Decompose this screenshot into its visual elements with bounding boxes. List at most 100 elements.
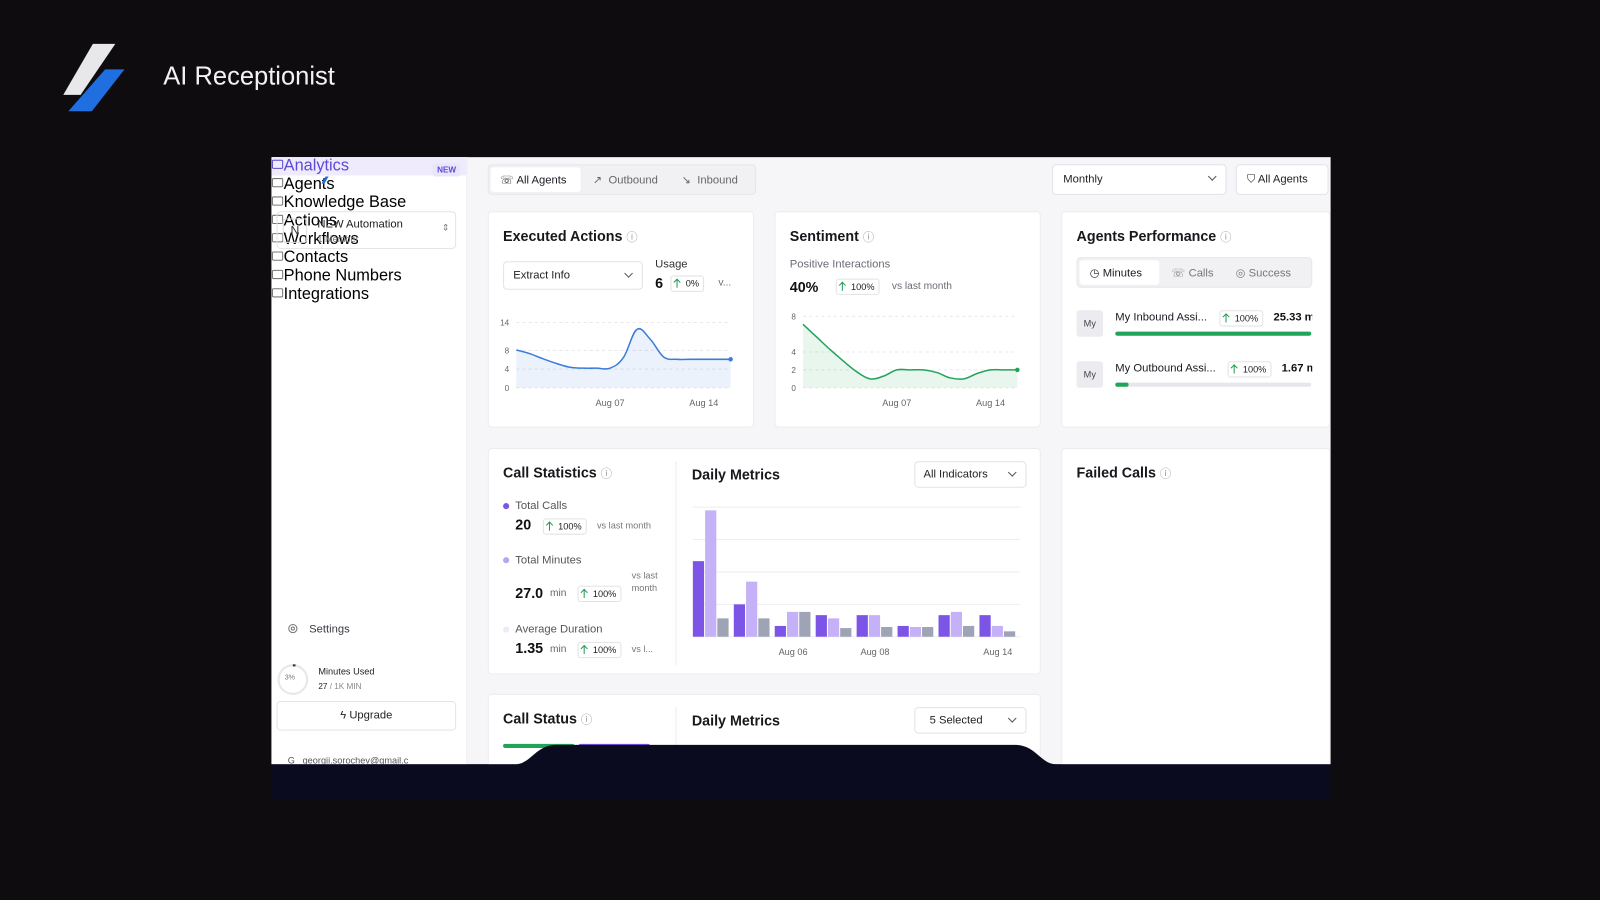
change-badge: 100% [577, 641, 622, 659]
bar [692, 561, 705, 637]
bar [786, 611, 799, 637]
title: Agents Performance [1076, 227, 1217, 244]
app-title: AI Receptionist [163, 62, 335, 91]
x-tick-label: Aug 14 [689, 398, 718, 408]
status-bar [503, 743, 575, 748]
nav-item[interactable]: Agents [271, 176, 466, 194]
divider [675, 461, 677, 666]
nav-item[interactable]: Contacts NEW [271, 163, 466, 267]
tab-label: Inbound [697, 174, 738, 187]
select: 5 Selected [929, 714, 983, 727]
tab[interactable]: ↗ Outbound [592, 174, 658, 187]
x-tick-label: Aug 14 [976, 398, 1005, 408]
compare: v... [718, 277, 732, 289]
usage-ring [277, 664, 309, 695]
tab[interactable]: ◎ Success [1235, 267, 1292, 280]
bar [881, 627, 893, 637]
stat-unit: min [549, 587, 567, 599]
title: Call Status [503, 710, 577, 727]
tab-label: Success [1248, 267, 1292, 280]
metric-tabs: ◷ Minutes ☏ Calls ◎ Success [1076, 257, 1313, 288]
indicator-select[interactable]: All Indicators [914, 461, 1027, 488]
bar [774, 625, 786, 637]
progress-bar [1115, 331, 1312, 336]
card-title: Call Status ⓘ [503, 710, 593, 727]
bar [733, 604, 746, 637]
metrics-select[interactable]: 5 Selected [914, 707, 1027, 734]
period-select[interactable]: Monthly [1052, 164, 1227, 195]
tab[interactable]: ☏ All Agents [499, 174, 567, 187]
card-title: Sentiment ⓘ [789, 227, 875, 244]
tab[interactable]: ◷ Minutes [1089, 267, 1143, 280]
upgrade-button[interactable]: ϟ Upgrade [276, 701, 457, 731]
filter-label: All Agents [1257, 173, 1308, 186]
agent-tabs: ☏ All Agents ↗ Outbound ↘ Inbound [487, 164, 757, 195]
metric-value: 40% [789, 278, 819, 295]
bar [717, 618, 729, 637]
bar [705, 510, 717, 637]
usage-amount: 27 / 1K MIN [318, 682, 361, 691]
title: Call Statistics [503, 464, 597, 481]
icon [288, 623, 298, 634]
title: Failed Calls [1076, 464, 1156, 481]
tab[interactable]: ☏ Calls [1171, 267, 1214, 280]
line [802, 323, 1018, 380]
y-tick-label: 4 [505, 365, 510, 374]
chevron: ⇕ [441, 222, 450, 233]
stat-value: 1.35 [515, 639, 544, 657]
card-title: Daily Metrics [691, 466, 780, 483]
logo [63, 43, 125, 112]
bar [856, 615, 868, 637]
nav-label: Analytics [283, 157, 350, 175]
card-title: Call Statistics ⓘ [503, 464, 612, 481]
nav-item[interactable]: Knowledge Base [271, 194, 466, 212]
usage-label: Usage [655, 258, 688, 271]
usage-percent: 3% [284, 674, 296, 682]
stat-label: Total Calls [515, 499, 568, 513]
dashboard: N NEW Automation 1 Member ⇕ Analytics NEW… [271, 157, 1331, 765]
upgrade: Upgrade [349, 709, 393, 722]
nav-item[interactable]: Phone Numbers [271, 267, 466, 285]
progress-track [1115, 382, 1312, 387]
icon [271, 251, 284, 261]
org-selector[interactable]: N NEW Automation 1 Member ⇕ [276, 211, 457, 249]
compare: vs last month [596, 520, 652, 531]
stat-value: 27.0 [515, 584, 544, 602]
filter: ⛉ All Agents [1246, 173, 1308, 186]
end-point [728, 357, 733, 362]
agent-name: My Inbound Assi... [1115, 311, 1208, 324]
filter-button[interactable]: ⛉ All Agents [1235, 164, 1329, 195]
dot [503, 557, 510, 564]
tab[interactable]: ↘ Inbound [681, 174, 738, 187]
tab-label: Minutes [1102, 267, 1143, 280]
avatar: My [1076, 361, 1104, 388]
bar [991, 625, 1003, 637]
icon [271, 269, 284, 280]
x-tick-label: Aug 07 [596, 398, 625, 408]
compare: vs last month [631, 570, 658, 593]
bar [909, 627, 922, 637]
card: Sentiment ⓘ Positive Interactions 40% 10… [774, 211, 1041, 428]
action-select[interactable]: Extract Info [503, 261, 643, 290]
amount: 27 [318, 681, 328, 691]
nav-item[interactable]: Settings [277, 616, 457, 643]
y-tick-label: 2 [791, 366, 796, 375]
card: Failed Calls ⓘ [1061, 447, 1331, 765]
title: Sentiment [789, 227, 859, 244]
org-name: NEW Automation [317, 218, 403, 231]
tab-active-bg [1079, 260, 1160, 285]
stat-label: Average Duration [515, 623, 603, 636]
nav-label: Contacts [283, 248, 349, 267]
bar [799, 611, 811, 637]
card: Executed Actions ⓘ Extract Info Usage 6 … [487, 211, 755, 428]
usage-label: Minutes Used [318, 666, 375, 677]
x-tick-label: Aug 06 [779, 647, 808, 657]
y-tick-label: 0 [791, 384, 796, 393]
tab-label: All Agents [516, 174, 567, 187]
nav-item[interactable]: Integrations [271, 286, 466, 304]
change-badge: 0% [670, 275, 705, 292]
y-tick-label: 8 [505, 346, 510, 355]
